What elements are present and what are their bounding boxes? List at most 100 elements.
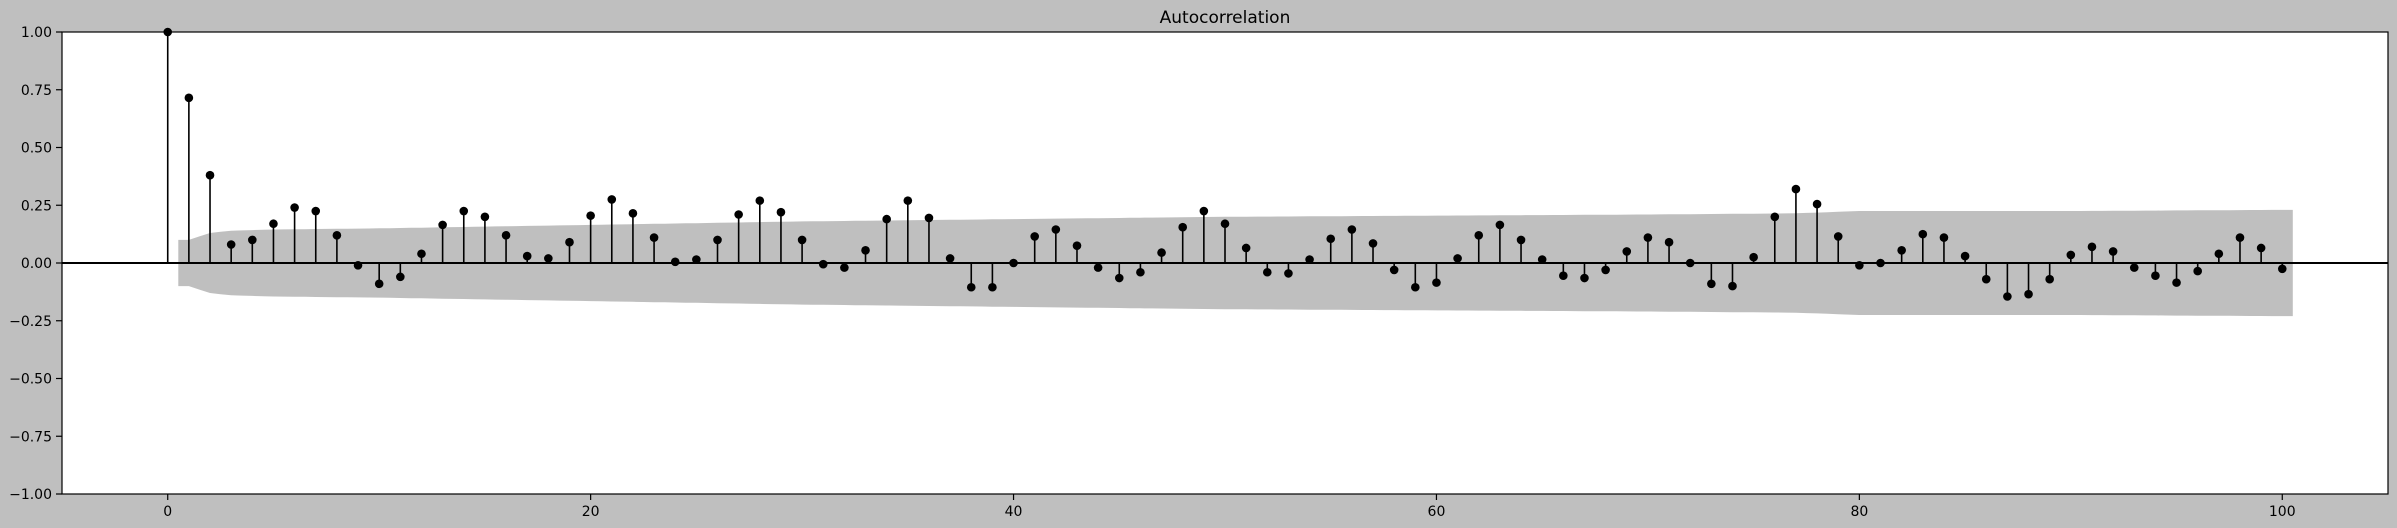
acf-stem-lag-50 bbox=[1220, 219, 1230, 263]
acf-stem-lag-91 bbox=[2087, 242, 2097, 263]
stem-marker bbox=[1685, 258, 1695, 268]
stem-marker bbox=[1114, 273, 1124, 283]
acf-stem-lag-22 bbox=[628, 209, 638, 263]
stem-marker bbox=[1368, 239, 1378, 248]
acf-stem-lag-44 bbox=[1093, 263, 1103, 272]
stem-marker bbox=[1453, 254, 1462, 263]
stem-marker bbox=[353, 261, 363, 270]
stem-marker bbox=[1559, 271, 1568, 281]
y-tick: 0.25 bbox=[21, 198, 62, 214]
stem-marker bbox=[1580, 273, 1589, 283]
acf-stem-lag-51 bbox=[1241, 243, 1251, 263]
stem-marker bbox=[988, 282, 997, 292]
y-tick: −0.25 bbox=[9, 314, 62, 330]
stem-marker bbox=[692, 255, 701, 264]
acf-stem-lag-73 bbox=[1707, 263, 1716, 289]
acf-stem-lag-67 bbox=[1580, 263, 1589, 283]
acf-stem-lag-96 bbox=[2193, 263, 2202, 276]
acf-stem-lag-42 bbox=[1051, 225, 1061, 263]
acf-stem-lag-33 bbox=[861, 245, 870, 263]
acf-stem-lag-43 bbox=[1072, 241, 1082, 263]
stem-marker bbox=[1347, 225, 1357, 234]
acf-stem-lag-100 bbox=[2277, 263, 2287, 274]
stem-marker bbox=[1262, 267, 1272, 277]
stem-marker bbox=[2151, 271, 2160, 281]
acf-stem-lag-25 bbox=[692, 255, 701, 264]
acf-stem-lag-82 bbox=[1897, 245, 1906, 263]
x-tick: 20 bbox=[582, 494, 600, 520]
stem-marker bbox=[734, 210, 743, 219]
stem-marker bbox=[586, 211, 595, 220]
stem-marker bbox=[2256, 243, 2266, 253]
acf-stem-lag-48 bbox=[1178, 222, 1188, 263]
y-tick-label: 0.75 bbox=[21, 83, 52, 99]
acf-stem-lag-7 bbox=[311, 206, 321, 263]
acf-stem-lag-49 bbox=[1199, 206, 1209, 263]
stem-marker bbox=[2214, 249, 2224, 259]
acf-stem-lag-14 bbox=[459, 206, 469, 263]
y-tick-label: 1.00 bbox=[21, 25, 52, 41]
stem-marker bbox=[1072, 241, 1082, 250]
acf-stem-lag-28 bbox=[755, 196, 765, 263]
stem-marker bbox=[1833, 232, 1843, 241]
stem-marker bbox=[2235, 233, 2245, 242]
acf-stem-lag-66 bbox=[1559, 263, 1568, 281]
acf-stem-lag-6 bbox=[290, 203, 299, 263]
acf-stem-lag-13 bbox=[438, 220, 447, 263]
acf-stem-lag-29 bbox=[776, 207, 786, 263]
acf-stem-lag-27 bbox=[734, 210, 743, 263]
stem-marker bbox=[1241, 243, 1251, 253]
stem-marker bbox=[1960, 251, 1970, 261]
chart-title: Autocorrelation bbox=[1160, 8, 1291, 28]
acf-stem-lag-18 bbox=[544, 254, 553, 263]
stem-marker bbox=[649, 233, 659, 242]
acf-stem-lag-3 bbox=[226, 240, 236, 263]
stem-marker bbox=[1284, 269, 1293, 278]
acf-stem-lag-57 bbox=[1368, 239, 1378, 263]
acf-stem-lag-99 bbox=[2256, 243, 2266, 263]
x-tick-label: 0 bbox=[163, 504, 172, 520]
acf-stem-lag-26 bbox=[713, 235, 722, 263]
stem-marker bbox=[713, 235, 722, 245]
acf-stem-lag-59 bbox=[1411, 263, 1420, 292]
acf-stem-lag-9 bbox=[353, 261, 363, 270]
stem-marker bbox=[2003, 292, 2012, 301]
stem-marker bbox=[924, 213, 934, 223]
acf-stem-lag-72 bbox=[1685, 258, 1695, 268]
acf-stem-lag-69 bbox=[1622, 247, 1632, 263]
y-tick: −0.75 bbox=[9, 429, 62, 445]
acf-stem-lag-38 bbox=[966, 263, 976, 292]
x-tick-label: 100 bbox=[2269, 504, 2296, 520]
stem-marker bbox=[2066, 250, 2076, 260]
acf-stem-lag-47 bbox=[1157, 248, 1166, 263]
acf-stem-lag-52 bbox=[1262, 263, 1272, 277]
acf-stem-lag-41 bbox=[1030, 232, 1039, 263]
y-tick: 0.75 bbox=[21, 83, 62, 99]
stem-marker bbox=[755, 196, 765, 205]
acf-stem-lag-92 bbox=[2108, 247, 2118, 263]
stem-marker bbox=[966, 282, 976, 292]
stem-marker bbox=[1411, 282, 1420, 292]
acf-stem-lag-71 bbox=[1664, 237, 1674, 263]
y-tick-label: 0.00 bbox=[21, 256, 52, 272]
acf-stem-lag-74 bbox=[1728, 263, 1737, 291]
acf-stem-lag-39 bbox=[988, 263, 997, 292]
stem-marker bbox=[290, 203, 299, 212]
acf-stem-lag-45 bbox=[1114, 263, 1124, 283]
acf-stem-lag-10 bbox=[374, 263, 384, 289]
stem-marker bbox=[1326, 234, 1336, 244]
x-tick-label: 20 bbox=[582, 504, 600, 520]
x-tick: 60 bbox=[1428, 494, 1445, 520]
acf-stem-lag-5 bbox=[269, 219, 278, 263]
y-axis: −1.00 −0.75 −0.50 −0.25 0.00 0.25 0.50 0.75 1.00 bbox=[9, 25, 62, 503]
stem-marker bbox=[1728, 281, 1737, 291]
stem-marker bbox=[2087, 242, 2097, 252]
stem-marker bbox=[1918, 229, 1928, 239]
x-axis: 0 20 40 60 80 100 bbox=[163, 494, 2296, 520]
acf-stem-lag-17 bbox=[522, 251, 532, 263]
acf-stem-lag-12 bbox=[417, 249, 426, 263]
stem-marker bbox=[396, 272, 405, 282]
acf-stem-lag-93 bbox=[2129, 263, 2139, 272]
acf-stem-lag-77 bbox=[1791, 184, 1801, 263]
